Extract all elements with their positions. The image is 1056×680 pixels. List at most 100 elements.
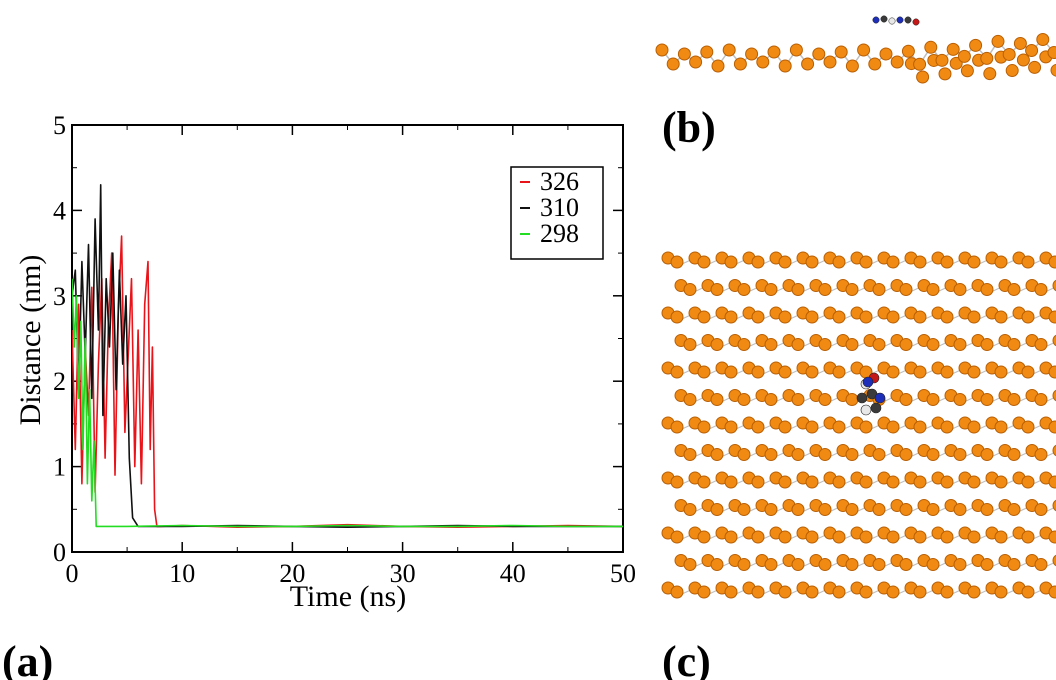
side-atom (812, 47, 826, 61)
top-atom (1021, 365, 1035, 379)
top-atom (899, 338, 913, 351)
top-atom (967, 365, 981, 379)
side-atom (689, 55, 703, 69)
molecule-atom (880, 15, 888, 23)
top-atom (994, 530, 1008, 544)
top-atom (1034, 448, 1048, 461)
top-atom (1034, 503, 1048, 516)
top-atom (899, 283, 913, 296)
top-atom (670, 420, 684, 434)
top-atom (845, 503, 859, 516)
top-atom (913, 365, 927, 379)
top-atom (710, 503, 724, 516)
top-atom (710, 558, 724, 571)
side-atom (778, 59, 792, 73)
top-atom (859, 420, 873, 434)
top-atom (967, 585, 981, 599)
top-atom (737, 393, 751, 406)
side-atom (801, 57, 815, 71)
top-view-structure (661, 251, 1056, 599)
top-atom (832, 585, 846, 599)
panel-label-c: (c) (662, 637, 711, 680)
side-atom (1028, 60, 1042, 74)
top-atom (805, 365, 819, 379)
top-atom (1034, 393, 1048, 406)
side-view-structure (655, 15, 1056, 84)
top-atom (1052, 499, 1056, 512)
x-tick-label: 20 (279, 559, 305, 588)
side-atom (834, 45, 848, 59)
top-atom (1007, 448, 1021, 461)
top-atom (872, 283, 886, 296)
top-atom (1007, 558, 1021, 571)
top-atom (845, 558, 859, 571)
top-bond (1045, 451, 1056, 458)
side-atom (823, 55, 837, 69)
top-atom (926, 448, 940, 461)
top-atom (724, 530, 738, 544)
top-atom (1052, 279, 1056, 292)
top-atom (872, 448, 886, 461)
top-atom (791, 283, 805, 296)
top-atom (832, 365, 846, 379)
top-atom (1021, 310, 1035, 324)
y-tick-label: 2 (53, 367, 66, 396)
side-atom (890, 55, 904, 69)
molecule-atom (862, 376, 874, 388)
top-atom (859, 585, 873, 599)
top-atom (886, 420, 900, 434)
top-atom (899, 393, 913, 406)
side-atom (938, 67, 952, 81)
top-atom (899, 503, 913, 516)
y-tick-label: 4 (53, 196, 66, 225)
top-atom (980, 448, 994, 461)
top-atom (832, 420, 846, 434)
top-atom (886, 365, 900, 379)
top-atom (764, 393, 778, 406)
top-atom (1034, 558, 1048, 571)
molecule-atom (870, 402, 882, 414)
top-atom (778, 420, 792, 434)
molecule-atom (904, 16, 912, 24)
side-atom (916, 70, 930, 84)
top-atom (683, 558, 697, 571)
top-atom (697, 530, 711, 544)
top-atom (1021, 585, 1035, 599)
top-atom (724, 365, 738, 379)
x-tick-label: 0 (66, 559, 79, 588)
adsorbed-molecule-top (856, 372, 886, 416)
molecule-atom (874, 392, 886, 404)
side-atom (1005, 64, 1019, 78)
top-atom (859, 475, 873, 489)
side-atom (924, 40, 938, 54)
top-atom (697, 585, 711, 599)
top-atom (683, 393, 697, 406)
top-atom (926, 503, 940, 516)
molecule-atom (888, 17, 896, 25)
top-atom (994, 255, 1008, 269)
top-atom (980, 558, 994, 571)
top-atom (697, 365, 711, 379)
top-atom (953, 448, 967, 461)
top-atom (737, 558, 751, 571)
side-atom (901, 44, 915, 58)
top-atom (683, 283, 697, 296)
distance-time-chart: 0 10 20 30 40 50 0 1 2 3 4 5 Time (ns) Distance (nm… (14, 111, 636, 613)
top-atom (710, 283, 724, 296)
side-atom (857, 43, 871, 57)
side-atom (666, 57, 680, 71)
side-atom (957, 49, 971, 63)
side-atom (745, 47, 759, 61)
top-atom (737, 448, 751, 461)
top-atom (940, 475, 954, 489)
top-atom (832, 475, 846, 489)
top-atom (751, 365, 765, 379)
side-atom (677, 47, 691, 61)
top-atom (791, 448, 805, 461)
side-atom (1050, 63, 1056, 77)
top-atom (1052, 444, 1056, 457)
top-atom (967, 475, 981, 489)
top-atom (818, 448, 832, 461)
top-atom (913, 585, 927, 599)
top-bond (1045, 506, 1056, 513)
